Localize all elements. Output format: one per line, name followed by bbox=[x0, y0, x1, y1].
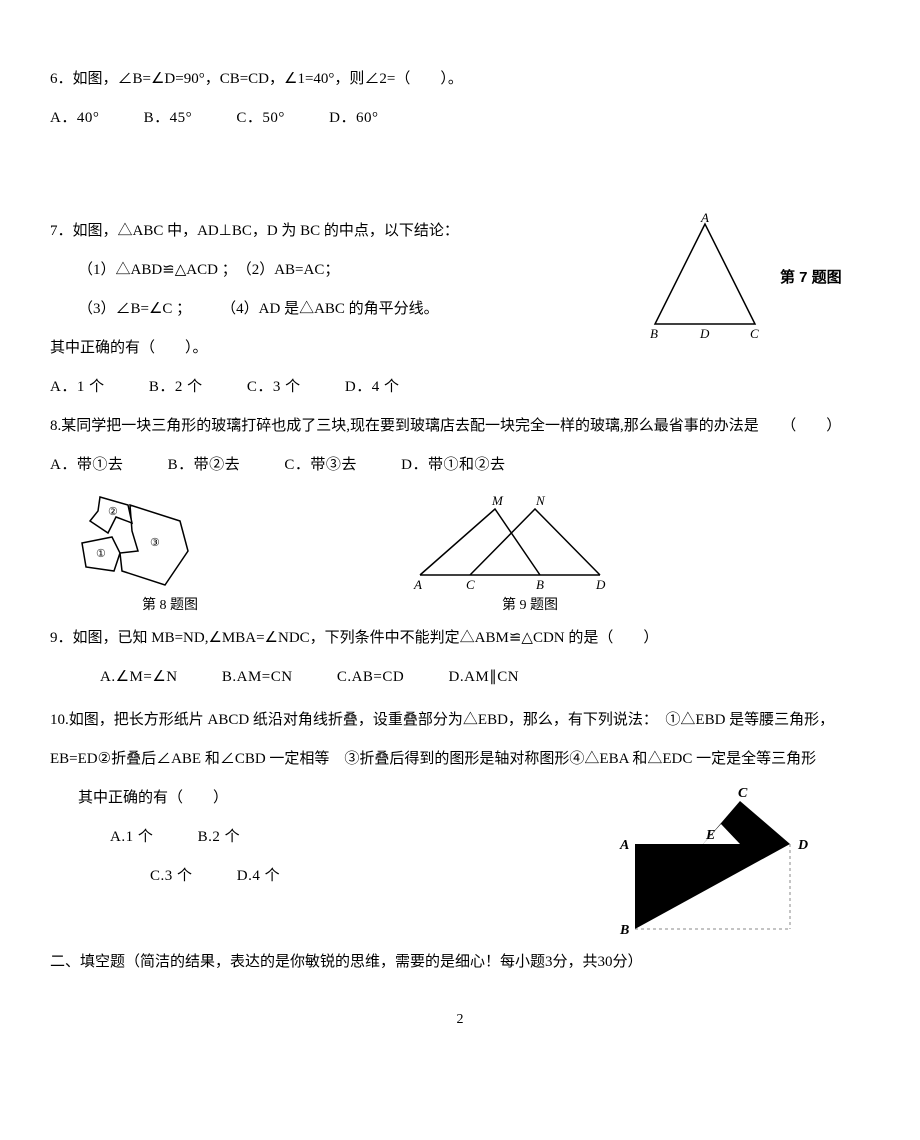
q8-opt-a: A．带①去 bbox=[50, 446, 123, 485]
q9-label-a: A bbox=[413, 577, 422, 591]
q10-label-d: D bbox=[797, 838, 808, 853]
q10-label-a: A bbox=[619, 838, 629, 853]
q9-opt-d: D.AM∥CN bbox=[448, 658, 519, 697]
q7-line3: 其中正确的有（ ）。 bbox=[50, 329, 630, 368]
q9-opt-a: A.∠M=∠N bbox=[100, 658, 178, 697]
question-9: 9．如图，已知 MB=ND,∠MBA=∠NDC，下列条件中不能判定△ABM≌△C… bbox=[50, 619, 870, 697]
q9-label-c: C bbox=[466, 577, 475, 591]
q10-opt-d: D.4 个 bbox=[237, 857, 280, 896]
q9-label-b: B bbox=[536, 577, 544, 591]
page-number: 2 bbox=[50, 1002, 870, 1038]
q6-options: A．40° B．45° C．50° D．60° bbox=[50, 99, 870, 138]
q7-options: A．1 个 B．2 个 C．3 个 D．4 个 bbox=[50, 368, 630, 407]
q8-opt-d: D．带①和②去 bbox=[401, 446, 505, 485]
q8-figure: ③ ② ① bbox=[70, 491, 210, 591]
q10-opt-b: B.2 个 bbox=[198, 818, 241, 857]
q6-opt-b: B．45° bbox=[144, 99, 193, 138]
q7-line2: （3）∠B=∠C ； （4）AD 是△ABC 的角平分线。 bbox=[50, 290, 630, 329]
svg-text:③: ③ bbox=[150, 537, 160, 549]
q7-opt-a: A．1 个 bbox=[50, 368, 105, 407]
q7-opt-c: C．3 个 bbox=[247, 368, 301, 407]
q9-options: A.∠M=∠N B.AM=CN C.AB=CD D.AM∥CN bbox=[50, 658, 870, 697]
q9-caption: 第 9 题图 bbox=[400, 595, 660, 617]
question-8: 8.某同学把一块三角形的玻璃打碎也成了三块,现在要到玻璃店去配一块完全一样的玻璃… bbox=[50, 407, 870, 485]
q7-opt-d: D．4 个 bbox=[345, 368, 400, 407]
q10-opt-a: A.1 个 bbox=[110, 818, 153, 857]
q7-opt-b: B．2 个 bbox=[149, 368, 203, 407]
question-7: 7．如图，△ABC 中，AD⊥BC，D 为 BC 的中点，以下结论： （1）△A… bbox=[50, 212, 870, 407]
q8-text: 8.某同学把一块三角形的玻璃打碎也成了三块,现在要到玻璃店去配一块完全一样的玻璃… bbox=[50, 407, 870, 446]
q9-opt-c: C.AB=CD bbox=[337, 658, 404, 697]
q10-figure: A B C D E bbox=[590, 779, 840, 939]
q7-label-b: B bbox=[650, 326, 658, 341]
question-6: 6．如图，∠B=∠D=90°，CB=CD，∠1=40°，则∠2=（ ）。 A．4… bbox=[50, 60, 870, 138]
q10-options-row2: C.3 个 D.4 个 bbox=[50, 857, 590, 896]
q8-options: A．带①去 B．带②去 C．带③去 D．带①和②去 bbox=[50, 446, 870, 485]
q7-label-c: C bbox=[750, 326, 759, 341]
figures-row: ③ ② ① 第 8 题图 M N A C B D 第 9 题图 bbox=[50, 491, 870, 617]
q9-label-n: N bbox=[535, 493, 546, 508]
section-2-heading: 二、填空题（简洁的结果，表达的是你敏锐的思维，需要的是细心！每小题3分，共30分… bbox=[50, 943, 870, 982]
q6-opt-a: A．40° bbox=[50, 99, 99, 138]
question-10: 10.如图，把长方形纸片 ABCD 纸沿对角线折叠，设重叠部分为△EBD，那么，… bbox=[50, 701, 870, 939]
q10-label-b: B bbox=[619, 923, 629, 938]
svg-text:①: ① bbox=[96, 548, 106, 560]
q10-options-row1: A.1 个 B.2 个 bbox=[50, 818, 590, 857]
svg-text:②: ② bbox=[108, 506, 118, 518]
q9-text: 9．如图，已知 MB=ND,∠MBA=∠NDC，下列条件中不能判定△ABM≌△C… bbox=[50, 619, 870, 658]
q8-caption: 第 8 题图 bbox=[70, 595, 270, 617]
q9-opt-b: B.AM=CN bbox=[222, 658, 293, 697]
q6-opt-c: C．50° bbox=[236, 99, 285, 138]
q7-label-a: A bbox=[700, 212, 709, 225]
q10-label-e: E bbox=[705, 828, 715, 843]
q9-figure: M N A C B D bbox=[400, 491, 620, 591]
q10-line1: 其中正确的有（ ） bbox=[50, 779, 590, 818]
q10-text: 10.如图，把长方形纸片 ABCD 纸沿对角线折叠，设重叠部分为△EBD，那么，… bbox=[50, 701, 870, 779]
q10-opt-c: C.3 个 bbox=[150, 857, 193, 896]
q8-opt-c: C．带③去 bbox=[284, 446, 357, 485]
q7-figure: A B D C bbox=[630, 212, 780, 342]
q10-label-c: C bbox=[738, 786, 748, 801]
q7-line1: （1）△ABD≌△ACD ； （2）AB=AC； bbox=[50, 251, 630, 290]
q6-text: 6．如图，∠B=∠D=90°，CB=CD，∠1=40°，则∠2=（ ）。 bbox=[50, 60, 870, 99]
q8-opt-b: B．带②去 bbox=[168, 446, 241, 485]
q7-line0: 7．如图，△ABC 中，AD⊥BC，D 为 BC 的中点，以下结论： bbox=[50, 212, 630, 251]
q9-label-d: D bbox=[595, 577, 606, 591]
q7-label-d: D bbox=[699, 326, 710, 341]
q9-label-m: M bbox=[491, 493, 504, 508]
q7-figure-label: 第 7 题图 bbox=[780, 258, 842, 297]
q6-opt-d: D．60° bbox=[329, 99, 378, 138]
